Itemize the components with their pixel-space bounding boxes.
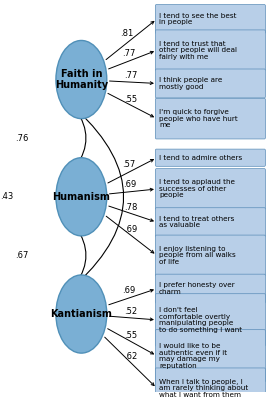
Text: .57: .57 — [122, 160, 135, 169]
FancyBboxPatch shape — [155, 274, 266, 303]
Ellipse shape — [56, 275, 107, 353]
Text: .69: .69 — [123, 180, 137, 190]
Text: .77: .77 — [124, 71, 137, 80]
Ellipse shape — [56, 40, 107, 119]
FancyBboxPatch shape — [155, 368, 266, 400]
FancyBboxPatch shape — [155, 208, 266, 237]
Text: .67: .67 — [15, 251, 29, 260]
Text: Kantianism: Kantianism — [50, 309, 112, 319]
FancyBboxPatch shape — [155, 4, 266, 34]
FancyBboxPatch shape — [155, 330, 266, 382]
Text: Humanism: Humanism — [52, 192, 110, 202]
Text: I tend to applaud the
successes of other
people: I tend to applaud the successes of other… — [159, 180, 235, 198]
FancyBboxPatch shape — [155, 149, 266, 166]
Text: .81: .81 — [120, 29, 133, 38]
FancyBboxPatch shape — [155, 235, 266, 276]
Text: .69: .69 — [124, 225, 138, 234]
FancyBboxPatch shape — [155, 98, 266, 139]
Text: I prefer honesty over
charm: I prefer honesty over charm — [159, 282, 235, 295]
Text: Faith in
Humanity: Faith in Humanity — [55, 69, 108, 90]
Text: .77: .77 — [122, 49, 136, 58]
Text: I tend to admire others: I tend to admire others — [159, 155, 242, 161]
Text: I enjoy listening to
people from all walks
of life: I enjoy listening to people from all wal… — [159, 246, 236, 265]
FancyArrowPatch shape — [77, 110, 124, 284]
Text: I tend to trust that
other people will deal
fairly with me: I tend to trust that other people will d… — [159, 41, 237, 60]
Text: I don't feel
comfortable overtly
manipulating people
to do something I want: I don't feel comfortable overtly manipul… — [159, 307, 242, 333]
FancyBboxPatch shape — [155, 30, 266, 70]
FancyArrowPatch shape — [76, 110, 86, 166]
FancyBboxPatch shape — [155, 169, 266, 209]
Text: .43: .43 — [0, 192, 14, 201]
Text: .62: .62 — [124, 352, 137, 361]
Text: .52: .52 — [124, 307, 137, 316]
Ellipse shape — [56, 158, 107, 236]
FancyArrowPatch shape — [76, 228, 86, 284]
Text: .76: .76 — [15, 134, 29, 143]
Text: .69: .69 — [122, 286, 136, 295]
Text: .55: .55 — [125, 331, 137, 340]
Text: .55: .55 — [125, 95, 137, 104]
Text: I tend to see the best
in people: I tend to see the best in people — [159, 13, 236, 25]
Text: I think people are
mostly good: I think people are mostly good — [159, 77, 222, 90]
Text: I'm quick to forgive
people who have hurt
me: I'm quick to forgive people who have hur… — [159, 109, 238, 128]
Text: I tend to treat others
as valuable: I tend to treat others as valuable — [159, 216, 234, 228]
FancyBboxPatch shape — [155, 69, 266, 98]
FancyBboxPatch shape — [155, 294, 266, 346]
Text: I would like to be
authentic even if it
may damage my
reputation: I would like to be authentic even if it … — [159, 343, 227, 368]
Text: .78: .78 — [124, 203, 138, 212]
Text: When I talk to people, I
am rarely thinking about
what I want from them: When I talk to people, I am rarely think… — [159, 379, 248, 398]
